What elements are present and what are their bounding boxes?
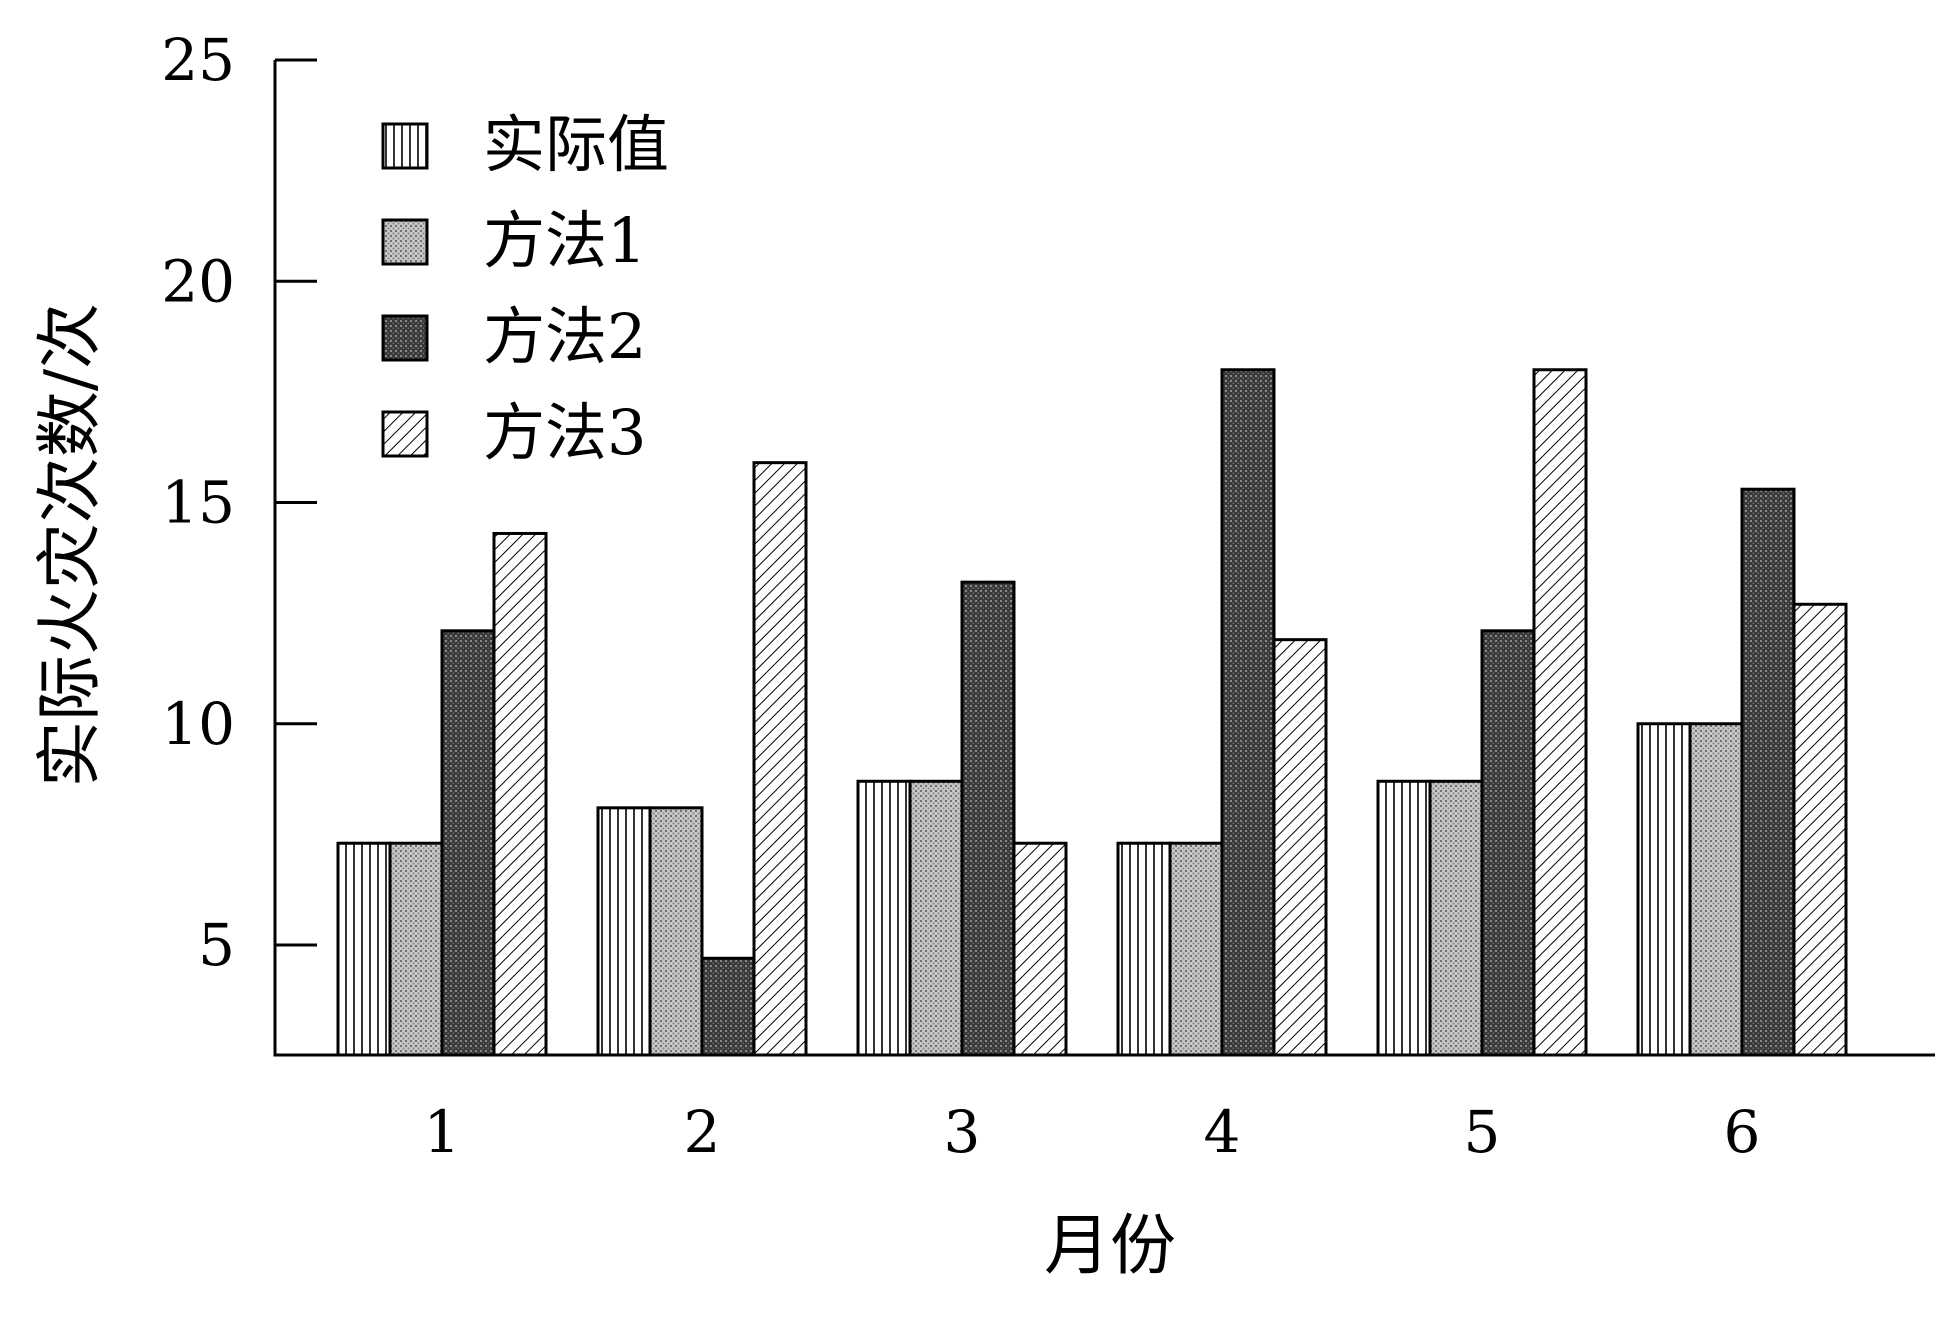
x-tick-label-6: 6	[1724, 1098, 1761, 1166]
x-tick-label-1: 1	[424, 1098, 461, 1166]
bar-4-4	[1272, 638, 1328, 1057]
bar-2-3	[908, 779, 964, 1057]
bar-1-2	[596, 806, 652, 1057]
bar-1-5	[1376, 779, 1432, 1057]
bar-1-1	[336, 841, 392, 1057]
bar-2-5	[1428, 779, 1484, 1057]
bars-layer	[336, 368, 1848, 1057]
bar-3-4	[1220, 368, 1276, 1057]
x-tick-label-3: 3	[944, 1098, 981, 1166]
legend-label-2: 方法1	[483, 204, 646, 277]
legend-swatch-3	[381, 314, 429, 362]
bar-2-6	[1688, 722, 1744, 1057]
bar-4-2	[752, 461, 808, 1057]
bar-3-2	[700, 956, 756, 1057]
bar-1-3	[856, 779, 912, 1057]
legend-swatch-1	[381, 122, 429, 170]
axes-layer	[273, 60, 1935, 1057]
legend-label-4: 方法3	[483, 396, 646, 469]
bar-3-1	[440, 629, 496, 1057]
legend-label-3: 方法2	[483, 300, 646, 373]
bar-4-5	[1532, 368, 1588, 1057]
legend-label-1: 实际值	[483, 108, 669, 181]
bar-4-1	[492, 531, 548, 1057]
y-tick-label-15: 15	[161, 469, 235, 537]
bar-2-4	[1168, 841, 1224, 1057]
bar-4-3	[1012, 841, 1068, 1057]
bar-1-4	[1116, 841, 1172, 1057]
x-tick-label-4: 4	[1204, 1098, 1241, 1166]
bar-3-3	[960, 580, 1016, 1057]
y-axis-title: 实际火灾次数/次	[31, 303, 108, 787]
bar-4-6	[1792, 602, 1848, 1057]
y-tick-label-25: 25	[161, 26, 235, 94]
bar-3-6	[1740, 487, 1796, 1057]
bar-3-5	[1480, 629, 1536, 1057]
legend-swatch-4	[381, 410, 429, 458]
y-tick-label-5: 5	[198, 911, 235, 979]
legend-swatch-2	[381, 218, 429, 266]
bar-1-6	[1636, 722, 1692, 1057]
bar-2-1	[388, 841, 444, 1057]
bar-2-2	[648, 806, 704, 1057]
y-tick-label-20: 20	[161, 247, 235, 315]
x-axis-title: 月份	[1044, 1207, 1176, 1284]
y-tick-label-10: 10	[161, 690, 235, 758]
ticks-layer: 5 10 15 20 25 1 2 3 4 5 6	[161, 26, 1760, 1166]
x-tick-label-2: 2	[684, 1098, 721, 1166]
x-tick-label-5: 5	[1464, 1098, 1501, 1166]
